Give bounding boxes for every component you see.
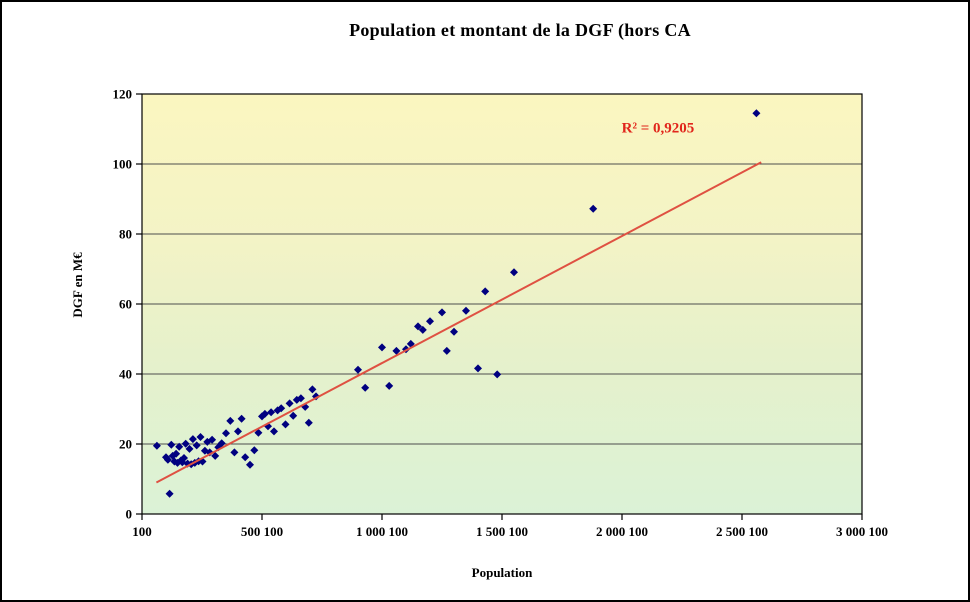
data-point [230, 448, 239, 457]
data-point [188, 435, 197, 444]
data-point [304, 418, 313, 427]
data-point [211, 451, 220, 460]
data-point [250, 446, 259, 455]
data-point [175, 442, 184, 451]
chart-title: Population et montant de la DGF (hors CA [349, 20, 691, 40]
data-point [442, 346, 451, 355]
data-point [385, 381, 394, 390]
data-point [589, 204, 598, 213]
data-point [237, 414, 246, 423]
data-point [281, 420, 290, 429]
x-tick-label: 100 [132, 524, 152, 539]
data-point [180, 454, 188, 462]
data-point [481, 287, 490, 296]
data-point [438, 308, 446, 317]
data-point [152, 441, 161, 450]
y-tick-label: 0 [126, 507, 133, 522]
data-point [267, 408, 276, 417]
y-tick-label: 40 [119, 367, 132, 382]
data-point [308, 385, 317, 394]
data-point [222, 429, 230, 438]
data-point [493, 370, 502, 379]
y-tick-label: 80 [119, 227, 132, 242]
data-point [163, 455, 172, 464]
data-point [418, 325, 427, 334]
r-squared-label: R² = 0,9205 [622, 121, 695, 137]
data-point [196, 433, 205, 441]
data-point [414, 322, 422, 331]
data-point [270, 427, 278, 436]
data-point [185, 444, 194, 453]
data-point [450, 327, 458, 336]
y-tick-label: 20 [119, 437, 132, 452]
data-point [510, 268, 518, 277]
data-point [474, 364, 482, 373]
x-tick-label: 1 500 100 [476, 524, 528, 539]
data-point [226, 416, 235, 425]
x-tick-label: 500 100 [241, 524, 283, 539]
y-axis-title: DGF en M€ [70, 252, 85, 318]
data-point [354, 365, 362, 374]
data-point [167, 440, 176, 449]
data-point [246, 460, 254, 469]
x-tick-label: 2 500 100 [716, 524, 768, 539]
trendline [155, 161, 762, 484]
data-point [165, 489, 174, 498]
y-tick-label: 100 [113, 157, 133, 172]
data-point [172, 449, 181, 458]
data-point [462, 306, 470, 315]
data-point [752, 109, 761, 118]
data-point [296, 394, 305, 403]
data-point [254, 428, 263, 437]
data-point [392, 346, 401, 355]
data-point [289, 411, 298, 420]
data-point [181, 439, 190, 448]
data-point [217, 439, 226, 448]
y-tick-label: 60 [119, 297, 132, 312]
data-point [241, 453, 250, 462]
x-tick-label: 3 000 100 [836, 524, 888, 539]
x-axis-title: Population [471, 565, 533, 580]
y-tick-label: 120 [113, 87, 133, 102]
data-point [378, 343, 386, 352]
data-point [208, 435, 217, 444]
data-point [285, 399, 294, 408]
x-tick-label: 1 000 100 [356, 524, 408, 539]
data-point [260, 409, 269, 418]
data-point [426, 317, 434, 326]
data-point [277, 404, 286, 413]
x-tick-label: 2 000 100 [596, 524, 648, 539]
data-point [234, 427, 242, 436]
data-point [192, 441, 201, 450]
data-point [361, 383, 370, 392]
